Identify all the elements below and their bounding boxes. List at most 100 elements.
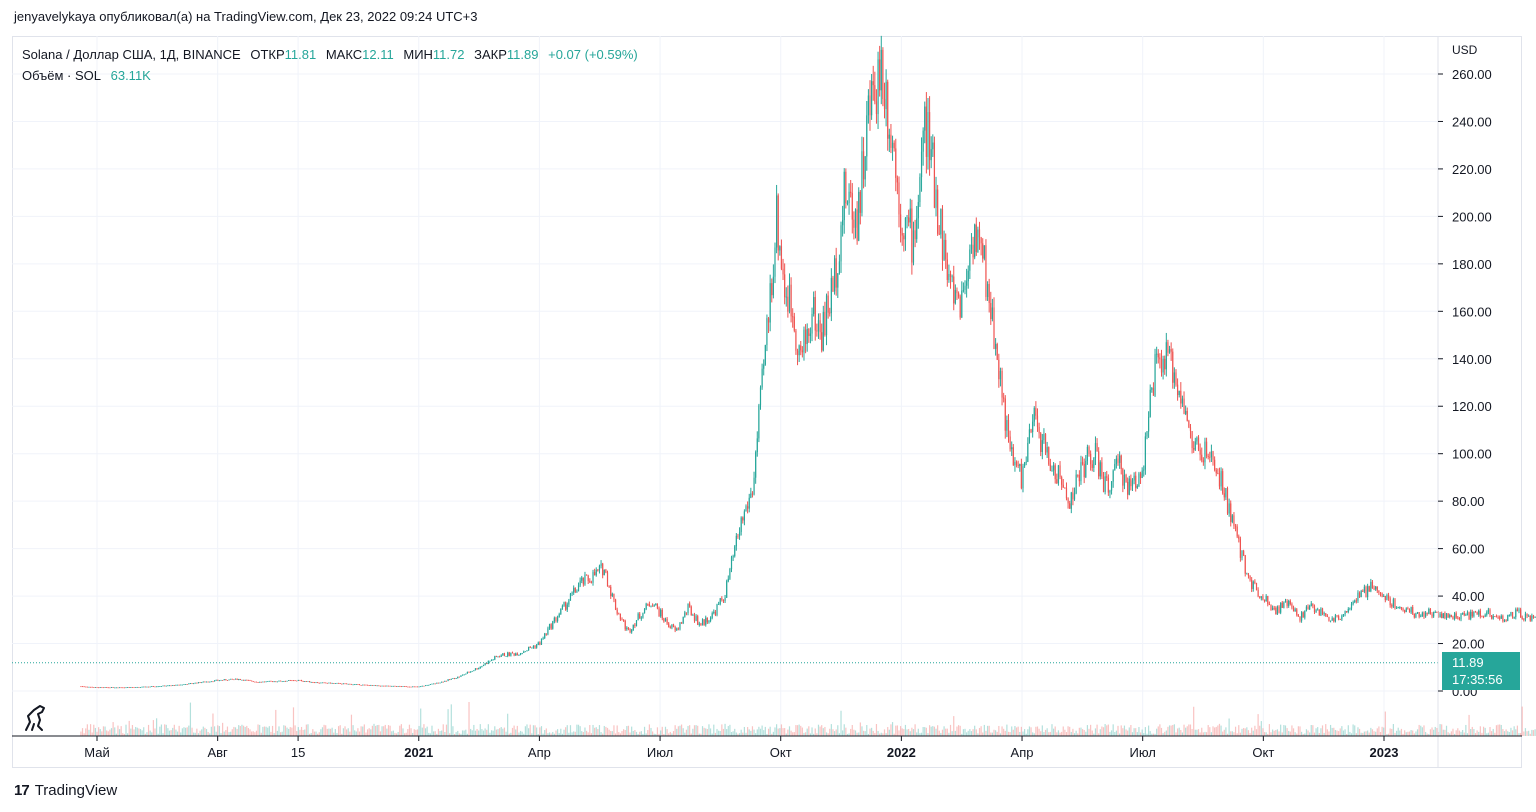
volume-bar: [1119, 733, 1121, 736]
footer-brand[interactable]: TradingView: [34, 782, 118, 799]
volume-bar: [154, 728, 156, 736]
candle-body: [602, 563, 604, 576]
volume-bar: [1102, 727, 1105, 736]
volume-bar: [585, 730, 588, 736]
candle-body: [117, 687, 119, 689]
candle-body: [738, 531, 741, 536]
volume-bar: [523, 733, 525, 736]
candle-body: [1028, 429, 1031, 443]
volume-bar: [1507, 731, 1509, 736]
volume-bar: [172, 727, 174, 736]
candle-body: [395, 686, 398, 687]
volume-bar: [1196, 729, 1198, 736]
candle-body: [600, 563, 602, 566]
volume-bar: [357, 728, 359, 736]
candle-body: [136, 687, 138, 688]
candle-body: [170, 685, 172, 687]
candle-body: [1006, 420, 1008, 431]
volume-bar: [689, 725, 691, 736]
candle-body: [325, 682, 327, 684]
candle-body: [608, 586, 610, 588]
volume-bar: [898, 730, 900, 736]
candle-body: [594, 572, 596, 576]
candle-body: [1397, 607, 1399, 609]
candle-body: [589, 580, 591, 583]
volume-bar: [1054, 726, 1056, 736]
volume-bar: [1280, 724, 1282, 736]
volume-bar: [605, 726, 607, 736]
candle-body: [1526, 613, 1528, 617]
volume-bar: [998, 725, 1000, 736]
volume-bar: [1001, 726, 1003, 736]
volume-bar: [660, 730, 662, 736]
volume-bar: [587, 732, 589, 736]
candle-body: [742, 517, 744, 521]
candle-body: [935, 189, 937, 208]
volume-bar: [1433, 729, 1435, 736]
volume-bar: [1141, 729, 1143, 736]
volume-bar: [112, 722, 114, 736]
volume-bar: [510, 732, 512, 736]
candle-body: [813, 297, 815, 314]
candle-body: [932, 142, 934, 150]
candle-body: [489, 660, 491, 662]
volume-bar: [556, 729, 559, 736]
volume-bar: [560, 728, 562, 736]
candle-body: [962, 289, 965, 291]
candle-body: [1524, 613, 1527, 620]
volume-bar: [708, 724, 710, 736]
volume-bar: [861, 726, 863, 736]
dino-icon[interactable]: [20, 700, 56, 736]
volume-bar: [130, 728, 132, 736]
candle-body: [1333, 618, 1335, 622]
candle-body: [536, 644, 538, 648]
volume-bar: [825, 732, 828, 736]
volume-bar: [869, 728, 871, 736]
candle-body: [352, 684, 354, 686]
volume-bar: [339, 725, 341, 736]
volume-bar: [168, 730, 171, 736]
candle-body: [977, 229, 979, 252]
candle-body: [988, 284, 990, 304]
tradingview-logo-icon[interactable]: 17: [14, 782, 30, 799]
volume-bar: [716, 728, 718, 736]
volume-bar: [337, 726, 340, 736]
volume-bar: [943, 726, 945, 736]
volume-bar: [307, 724, 309, 736]
candle-body: [871, 81, 873, 116]
candle-body: [304, 681, 306, 682]
candle-body: [1278, 606, 1280, 613]
candle-body: [951, 276, 953, 278]
candle-body: [800, 345, 802, 351]
candle-body: [1357, 592, 1359, 601]
candle-body: [341, 683, 343, 685]
volume-bar: [1310, 724, 1312, 736]
volume-bar: [858, 732, 860, 736]
volume-bar: [1334, 729, 1337, 736]
low-label: МИН: [403, 47, 433, 62]
candle-body: [499, 656, 501, 658]
candle-body: [1381, 593, 1383, 597]
candle-body: [1347, 608, 1349, 613]
volume-bar: [1130, 724, 1132, 736]
candle-body: [1458, 618, 1461, 620]
volume-bar: [536, 727, 538, 736]
candle-body: [1164, 358, 1166, 370]
volume-bar: [735, 732, 737, 736]
candle-body: [1020, 464, 1022, 489]
candle-body: [605, 569, 607, 573]
volume-bar: [507, 713, 509, 736]
volume-bar: [94, 727, 97, 736]
volume-bar: [344, 726, 346, 736]
candle-body: [811, 313, 813, 334]
volume-bar: [700, 733, 702, 736]
volume-bar: [308, 733, 311, 736]
candle-body: [368, 685, 370, 686]
volume-bar: [1243, 728, 1245, 736]
candle-body: [737, 535, 739, 537]
volume-bar: [1463, 732, 1465, 736]
volume-bar: [350, 714, 353, 736]
low-value: 11.72: [432, 47, 465, 62]
candle-body: [86, 686, 88, 688]
